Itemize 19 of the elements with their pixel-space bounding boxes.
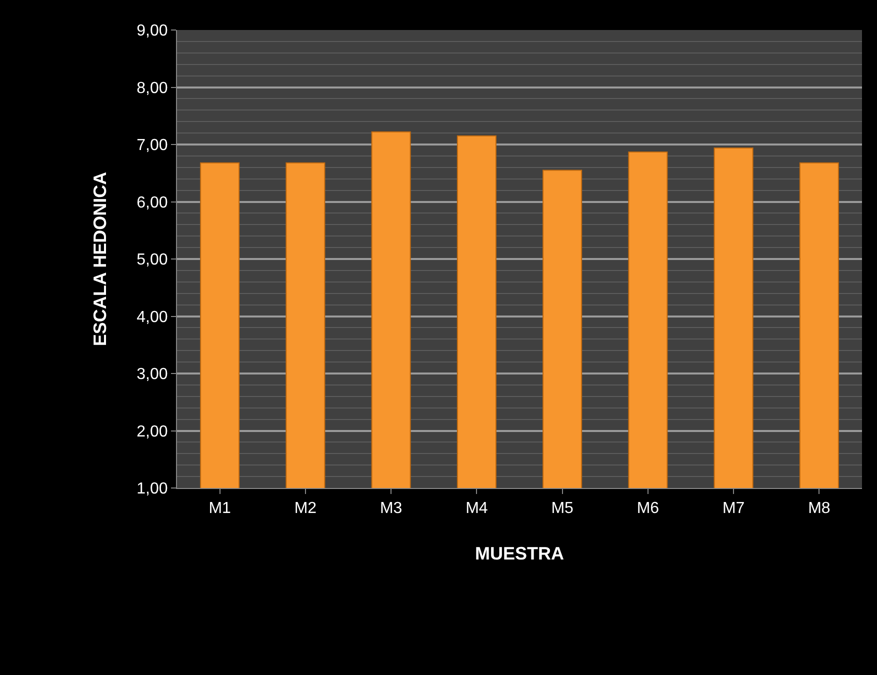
y-tick-label: 4,00 [136, 308, 168, 326]
x-tick-label: M2 [294, 500, 317, 518]
x-tick-label: M1 [208, 500, 232, 518]
x-axis-title: MUESTRA [475, 543, 564, 564]
x-tick-label: M3 [380, 500, 402, 518]
y-tick-label: 7,00 [136, 137, 168, 154]
x-tick-label: M6 [636, 500, 660, 518]
y-tick-label: 5,00 [136, 252, 168, 269]
y-tick-label: 1,00 [136, 480, 168, 498]
y-tick-label: 2,00 [136, 423, 168, 440]
x-tick-label: M8 [808, 500, 830, 518]
y-axis-title: ESCALA HEDONICA [90, 172, 110, 346]
x-tick-label: M7 [722, 500, 745, 518]
y-tick-label: 3,00 [136, 366, 168, 384]
y-tick-label: 8,00 [136, 80, 168, 97]
x-tick-label: M4 [466, 500, 488, 518]
y-tick-label: 6,00 [136, 194, 168, 212]
y-tick-label: 9,00 [136, 22, 168, 40]
x-tick-label: M5 [551, 500, 574, 518]
